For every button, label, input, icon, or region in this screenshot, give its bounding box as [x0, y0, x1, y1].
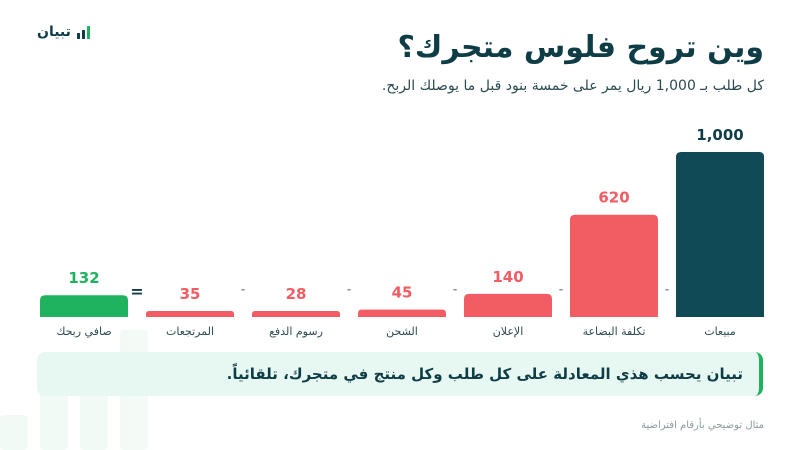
data-label: 45	[392, 284, 413, 302]
chart-bar	[676, 152, 764, 317]
operator-symbol: -	[241, 283, 246, 296]
category-label: الشحن	[386, 325, 418, 338]
chart-bar	[252, 311, 340, 317]
data-label: 28	[286, 285, 307, 303]
chart-bar	[358, 309, 446, 317]
category-label: تكلفة البضاعة	[583, 325, 646, 338]
data-label: 140	[492, 268, 523, 286]
data-label: 1,000	[696, 126, 743, 144]
footnote: مثال توضيحي بأرقام افتراضية	[641, 420, 764, 431]
category-label: مبيعات	[704, 325, 736, 338]
chart-bar	[40, 295, 128, 317]
category-label: المرتجعات	[166, 325, 214, 338]
operator-symbol: -	[665, 283, 670, 296]
cost-breakdown-chart: 1,000 مبيعات - 620 تكلفة البضاعة - 140 الإعلان -…	[40, 126, 764, 338]
operator-symbol: -	[453, 283, 458, 296]
chart-bar	[464, 293, 552, 317]
page-title: وين تروح فلوس متجرك؟	[397, 30, 764, 65]
chart-bar	[570, 214, 658, 317]
category-label: صافي ربحك	[56, 325, 111, 338]
bar-chart-icon	[76, 26, 90, 39]
category-label: الإعلان	[493, 325, 524, 338]
data-label: 132	[68, 269, 99, 287]
info-callout: تبيان يحسب هذي المعادلة على كل طلب وكل م…	[37, 352, 763, 396]
data-label: 620	[598, 189, 629, 207]
category-label: رسوم الدفع	[269, 325, 323, 338]
callout-text: تبيان يحسب هذي المعادلة على كل طلب وكل م…	[226, 365, 743, 383]
operator-symbol: -	[347, 283, 352, 296]
brand-name: تبيان	[37, 24, 71, 40]
brand-logo: تبيان	[37, 24, 91, 40]
operator-symbol: -	[559, 283, 564, 296]
data-label: 35	[180, 285, 201, 303]
chart-bar	[146, 311, 234, 317]
operator-symbol: =	[130, 282, 143, 301]
page-subtitle: كل طلب بـ 1,000 ريال يمر على خمسة بنود ق…	[381, 78, 764, 94]
